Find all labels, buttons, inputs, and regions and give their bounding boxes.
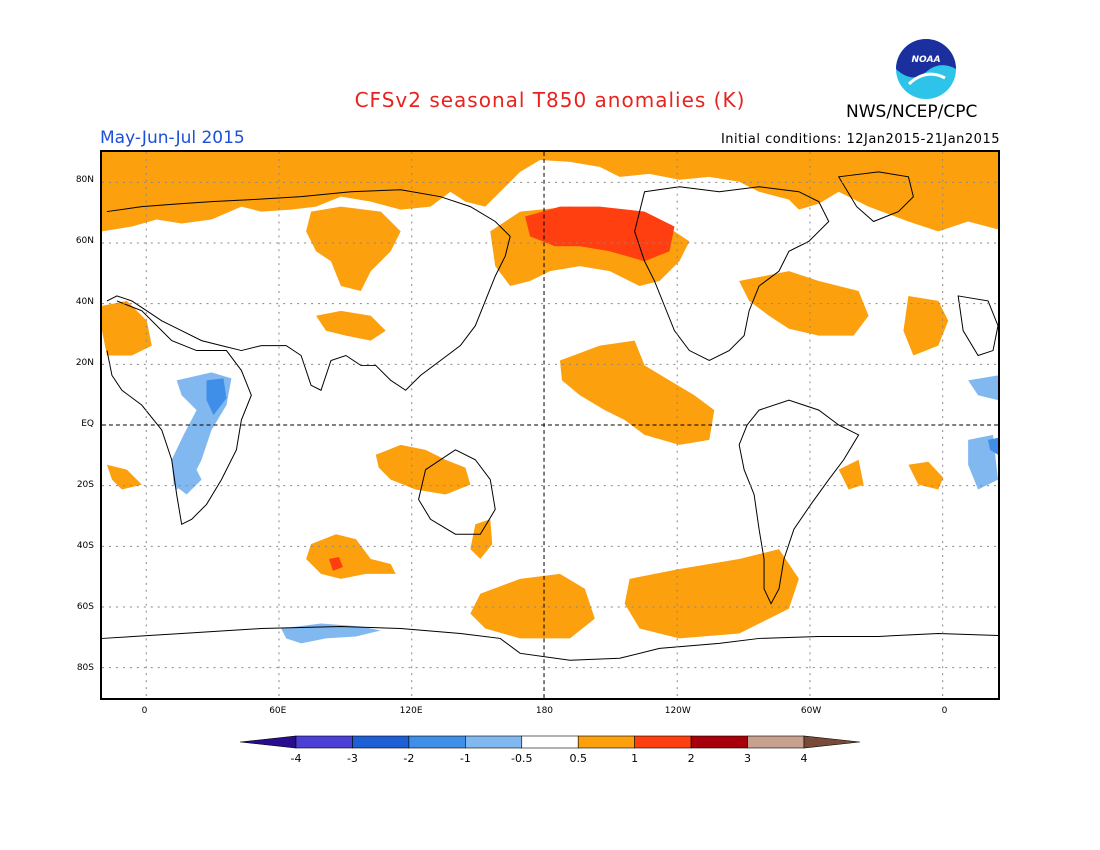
lat-label: 20S xyxy=(76,480,94,491)
colorbar-segment xyxy=(521,735,579,749)
lat-label: 60N xyxy=(75,235,94,246)
anomaly-cold-regions xyxy=(206,378,998,455)
anomaly-central-asia xyxy=(316,310,386,341)
colorbar-segment xyxy=(803,735,860,749)
lon-label: 0 xyxy=(141,706,148,716)
colorbar-label: -3 xyxy=(346,752,358,765)
lat-label: 40N xyxy=(75,296,94,307)
colorbar-segment xyxy=(690,735,748,749)
colorbar-label: 1 xyxy=(631,752,639,765)
colorbar-segments xyxy=(240,735,860,749)
colorbar-label: 2 xyxy=(687,752,695,765)
coast-south-america xyxy=(738,399,860,605)
coast-greenland xyxy=(837,171,914,223)
coastlines xyxy=(102,171,998,661)
lon-label: 0 xyxy=(941,706,948,716)
lon-label: 60E xyxy=(269,706,287,716)
colorbar-label: -0.5 xyxy=(511,752,533,765)
anomaly-new-zealand xyxy=(470,519,493,560)
anomaly-west-southern-indian xyxy=(106,464,142,490)
colorbar-label: -2 xyxy=(403,752,415,765)
initial-conditions-label: Initial conditions: 12Jan2015-21Jan2015 xyxy=(720,132,1000,147)
dashed-equator-dateline xyxy=(102,152,998,698)
colorbar-segment xyxy=(295,735,353,749)
anomaly-west-europe xyxy=(102,300,152,356)
lat-label: EQ xyxy=(81,419,94,429)
anomaly-map xyxy=(100,150,1000,700)
lon-label: 180 xyxy=(535,706,554,716)
anomaly-arctic-band xyxy=(102,152,998,232)
lat-label: 60S xyxy=(76,602,94,613)
coast-europe-asia xyxy=(106,189,511,391)
season-label: May-Jun-Jul 2015 xyxy=(100,128,245,148)
colorbar-label: -4 xyxy=(290,752,302,765)
anomaly-south-indian-hot xyxy=(328,557,343,571)
colorbar xyxy=(240,735,860,749)
lat-label: 80N xyxy=(75,174,94,185)
lon-label: 120W xyxy=(664,706,691,716)
anomaly-southern-pacific xyxy=(470,573,595,639)
anomaly-west-africa-atlantic xyxy=(903,295,949,356)
lat-label: 80S xyxy=(76,663,94,674)
grid-lines xyxy=(102,152,998,698)
lat-label: 40S xyxy=(76,541,94,552)
chart-title: CFSv2 seasonal T850 anomalies (K) xyxy=(354,88,746,112)
coast-antarctica xyxy=(102,626,998,661)
lon-label: 120E xyxy=(399,706,423,716)
anomaly-siberia xyxy=(306,206,401,291)
anomaly-south-indian xyxy=(306,534,396,579)
anomaly-southeast-pacific xyxy=(624,549,799,639)
colorbar-label: 3 xyxy=(744,752,752,765)
colorbar-segment xyxy=(634,735,692,749)
lon-label: 60W xyxy=(800,706,822,716)
coast-africa xyxy=(106,300,252,526)
colorbar-segment xyxy=(747,735,805,749)
anomaly-north-atlantic xyxy=(739,271,869,336)
colorbar-segment xyxy=(465,735,523,749)
colorbar-segment xyxy=(577,735,635,749)
coast-north-america xyxy=(634,186,830,362)
anomaly-west-africa-coast-cool xyxy=(968,375,998,401)
colorbar-segment xyxy=(352,735,410,749)
coast-greenland-2 xyxy=(957,295,998,357)
anomaly-central-pacific xyxy=(559,340,715,445)
anomaly-east-africa-cold xyxy=(206,378,227,416)
anomaly-east-south-atlantic xyxy=(908,461,944,490)
logo-text: NOAA xyxy=(911,55,940,65)
colorbar-label: -1 xyxy=(459,752,471,765)
anomaly-south-atlantic xyxy=(838,459,864,490)
colorbar-label: 0.5 xyxy=(569,752,587,765)
colorbar-label: 4 xyxy=(800,752,808,765)
noaa-logo-icon: NOAA xyxy=(896,39,956,99)
colorbar-segment xyxy=(240,735,297,749)
coast-australia xyxy=(418,449,496,535)
lat-label: 20N xyxy=(75,357,94,368)
anomaly-antarctic-cool xyxy=(281,623,381,644)
agency-label: NWS/NCEP/CPC xyxy=(846,102,978,122)
colorbar-segment xyxy=(408,735,466,749)
anomaly-africa-cold-2 xyxy=(988,437,998,455)
anomaly-indonesia xyxy=(375,444,471,495)
